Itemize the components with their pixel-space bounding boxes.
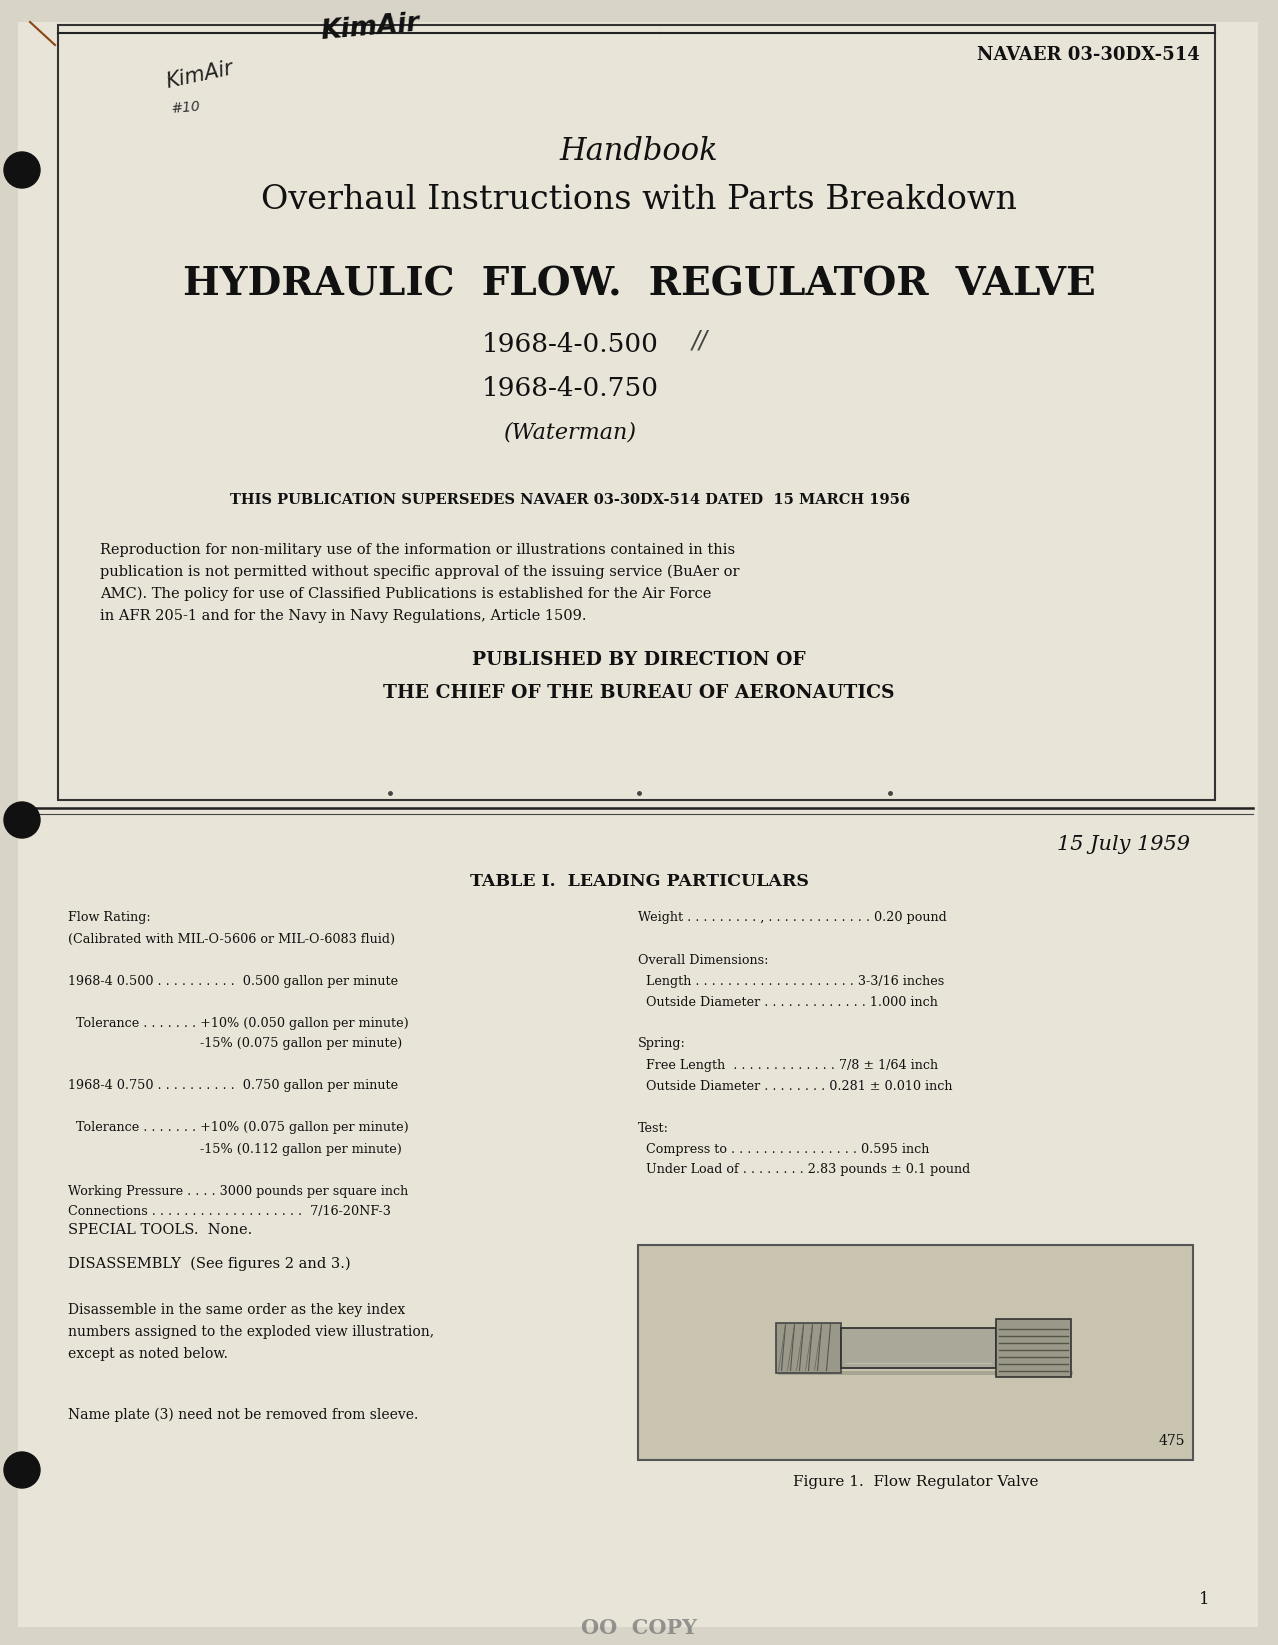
Text: 1968-4 0.750 . . . . . . . . . .  0.750 gallon per minute: 1968-4 0.750 . . . . . . . . . . 0.750 g… <box>68 1079 399 1092</box>
Text: (Calibrated with MIL-O-5606 or MIL-O-6083 fluid): (Calibrated with MIL-O-5606 or MIL-O-608… <box>68 933 395 946</box>
Text: 1968-4 0.500 . . . . . . . . . .  0.500 gallon per minute: 1968-4 0.500 . . . . . . . . . . 0.500 g… <box>68 974 399 987</box>
Text: OO  COPY: OO COPY <box>581 1619 697 1638</box>
Text: -15% (0.112 gallon per minute): -15% (0.112 gallon per minute) <box>68 1143 401 1155</box>
Text: 475: 475 <box>1158 1434 1185 1448</box>
Text: #10: #10 <box>170 100 201 117</box>
Text: PUBLISHED BY DIRECTION OF: PUBLISHED BY DIRECTION OF <box>472 651 806 670</box>
Text: in AFR 205-1 and for the Navy in Navy Regulations, Article 1509.: in AFR 205-1 and for the Navy in Navy Re… <box>100 609 587 623</box>
Text: Disassemble in the same order as the key index: Disassemble in the same order as the key… <box>68 1303 405 1318</box>
Text: Test:: Test: <box>638 1122 668 1135</box>
Text: Tolerance . . . . . . . +10% (0.075 gallon per minute): Tolerance . . . . . . . +10% (0.075 gall… <box>68 1122 409 1135</box>
Bar <box>777 1370 1072 1375</box>
Text: SPECIAL TOOLS.  None.: SPECIAL TOOLS. None. <box>68 1222 252 1237</box>
Text: Outside Diameter . . . . . . . . 0.281 ± 0.010 inch: Outside Diameter . . . . . . . . 0.281 ±… <box>638 1079 952 1092</box>
Text: Under Load of . . . . . . . . 2.83 pounds ± 0.1 pound: Under Load of . . . . . . . . 2.83 pound… <box>638 1163 970 1176</box>
Circle shape <box>4 151 40 188</box>
Text: 15 July 1959: 15 July 1959 <box>1057 836 1190 854</box>
Text: Name plate (3) need not be removed from sleeve.: Name plate (3) need not be removed from … <box>68 1408 418 1423</box>
Text: 1968-4-0.750: 1968-4-0.750 <box>482 375 658 400</box>
Text: Length . . . . . . . . . . . . . . . . . . . . 3-3/16 inches: Length . . . . . . . . . . . . . . . . .… <box>638 974 944 987</box>
Text: THE CHIEF OF THE BUREAU OF AERONAUTICS: THE CHIEF OF THE BUREAU OF AERONAUTICS <box>383 684 895 702</box>
Text: Reproduction for non-military use of the information or illustrations contained : Reproduction for non-military use of the… <box>100 543 735 558</box>
Text: DISASSEMBLY  (See figures 2 and 3.): DISASSEMBLY (See figures 2 and 3.) <box>68 1257 350 1272</box>
Text: KimAir: KimAir <box>320 12 420 46</box>
Text: Compress to . . . . . . . . . . . . . . . . 0.595 inch: Compress to . . . . . . . . . . . . . . … <box>638 1143 929 1155</box>
Circle shape <box>4 1453 40 1489</box>
Text: (Waterman): (Waterman) <box>504 421 636 443</box>
Text: numbers assigned to the exploded view illustration,: numbers assigned to the exploded view il… <box>68 1324 435 1339</box>
Text: TABLE I.  LEADING PARTICULARS: TABLE I. LEADING PARTICULARS <box>469 873 809 890</box>
Text: Overall Dimensions:: Overall Dimensions: <box>638 954 768 967</box>
Bar <box>58 25 1215 799</box>
Bar <box>776 1323 841 1372</box>
Text: -15% (0.075 gallon per minute): -15% (0.075 gallon per minute) <box>68 1038 403 1051</box>
Bar <box>841 1328 996 1367</box>
Text: Weight . . . . . . . . . , . . . . . . . . . . . . . 0.20 pound: Weight . . . . . . . . . , . . . . . . .… <box>638 911 947 924</box>
Text: except as noted below.: except as noted below. <box>68 1347 227 1360</box>
Circle shape <box>4 803 40 837</box>
Text: Tolerance . . . . . . . +10% (0.050 gallon per minute): Tolerance . . . . . . . +10% (0.050 gall… <box>68 1017 409 1030</box>
Bar <box>638 1245 1192 1461</box>
Text: Handbook: Handbook <box>560 137 718 168</box>
Text: Outside Diameter . . . . . . . . . . . . . 1.000 inch: Outside Diameter . . . . . . . . . . . .… <box>638 995 938 1008</box>
Text: Figure 1.  Flow Regulator Valve: Figure 1. Flow Regulator Valve <box>792 1476 1038 1489</box>
Text: NAVAER 03-30DX-514: NAVAER 03-30DX-514 <box>978 46 1200 64</box>
Text: Free Length  . . . . . . . . . . . . . 7/8 ± 1/64 inch: Free Length . . . . . . . . . . . . . 7/… <box>638 1058 938 1071</box>
Text: THIS PUBLICATION SUPERSEDES NAVAER 03-30DX-514 DATED  15 MARCH 1956: THIS PUBLICATION SUPERSEDES NAVAER 03-30… <box>230 494 910 507</box>
Text: //: // <box>691 327 708 352</box>
Text: Connections . . . . . . . . . . . . . . . . . . .  7/16-20NF-3: Connections . . . . . . . . . . . . . . … <box>68 1206 391 1219</box>
Text: Working Pressure . . . . 3000 pounds per square inch: Working Pressure . . . . 3000 pounds per… <box>68 1184 408 1198</box>
Text: Overhaul Instructions with Parts Breakdown: Overhaul Instructions with Parts Breakdo… <box>261 184 1017 215</box>
Text: AMC). The policy for use of Classified Publications is established for the Air F: AMC). The policy for use of Classified P… <box>100 587 712 600</box>
Text: publication is not permitted without specific approval of the issuing service (B: publication is not permitted without spe… <box>100 564 740 579</box>
FancyBboxPatch shape <box>18 21 1258 1627</box>
Text: Spring:: Spring: <box>638 1038 686 1051</box>
Text: KimAir: KimAir <box>165 58 235 92</box>
Text: Flow Rating:: Flow Rating: <box>68 911 151 924</box>
Text: 1968-4-0.500: 1968-4-0.500 <box>482 332 658 357</box>
Text: HYDRAULIC  FLOW.  REGULATOR  VALVE: HYDRAULIC FLOW. REGULATOR VALVE <box>183 266 1095 304</box>
Text: 1: 1 <box>1199 1591 1210 1609</box>
Bar <box>996 1319 1071 1377</box>
